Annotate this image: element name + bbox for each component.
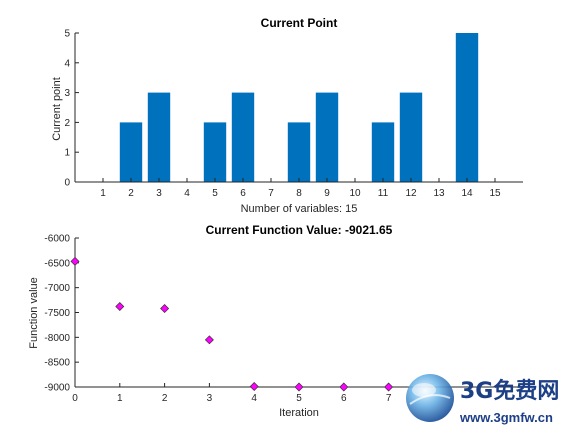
- bar-12: [399, 92, 423, 182]
- bar-8: [287, 122, 311, 182]
- x-tick-label: 2: [162, 393, 168, 404]
- x-tick-label: 1: [100, 188, 106, 199]
- y-tick-label: 3: [64, 88, 70, 99]
- y-tick-label: -6500: [44, 258, 70, 269]
- watermark-title: 3G免费网: [460, 378, 559, 404]
- x-tick-label: 6: [341, 393, 347, 404]
- x-tick-label: 4: [251, 393, 257, 404]
- x-tick-label: 1: [117, 393, 123, 404]
- x-tick-label: 6: [240, 188, 246, 199]
- bar-chart-y-label: Current point: [51, 77, 63, 141]
- y-tick-label: 0: [64, 178, 70, 189]
- x-tick-label: 8: [296, 188, 302, 199]
- x-tick-label: 10: [349, 188, 361, 199]
- watermark-url: www.3gmfw.cn: [459, 410, 553, 425]
- y-tick-label: -8000: [44, 333, 70, 344]
- watermark-logo: 3G免费网 www.3gmfw.cn: [406, 374, 559, 425]
- scatter-chart-function-value: Current Function Value: -9021.65 Iterati…: [28, 223, 523, 419]
- x-tick-label: 15: [489, 188, 501, 199]
- x-tick-label: 0: [72, 393, 78, 404]
- bar-5: [203, 122, 227, 182]
- data-point-iteration-3: [204, 335, 214, 345]
- y-tick-label: 4: [64, 58, 70, 69]
- x-tick-label: 14: [461, 188, 473, 199]
- bar-3: [147, 92, 171, 182]
- scatter-chart-y-label: Function value: [28, 277, 40, 349]
- y-tick-label: 2: [64, 118, 70, 129]
- scatter-chart-x-label: Iteration: [279, 407, 319, 419]
- scatter-chart-y-ticks: -6000 -6500 -7000 -7500 -8000 -8500 -9000: [44, 234, 79, 394]
- bar-chart-y-ticks: 0 1 2 3 4 5: [64, 29, 79, 189]
- bar-6: [231, 92, 255, 182]
- x-tick-label: 12: [405, 188, 417, 199]
- bar-chart-x-ticks: 1 2 3 4 5 6 7 8 9 10 11 12 13 14 15: [100, 178, 501, 199]
- y-tick-label: -7000: [44, 283, 70, 294]
- bar-chart-title: Current Point: [261, 16, 338, 30]
- x-tick-label: 4: [184, 188, 190, 199]
- bar-chart-current-point: Current Point Number of variables: 15 Cu…: [51, 16, 523, 215]
- scatter-chart-points: [70, 256, 394, 392]
- x-tick-label: 13: [433, 188, 445, 199]
- x-tick-label: 7: [386, 393, 392, 404]
- bar-11: [371, 122, 395, 182]
- data-point-iteration-5: [294, 382, 304, 392]
- x-tick-label: 3: [207, 393, 213, 404]
- bar-2: [119, 122, 143, 182]
- bar-chart-bars: [119, 33, 479, 182]
- data-point-iteration-2: [160, 304, 170, 314]
- x-tick-label: 5: [212, 188, 218, 199]
- data-point-iteration-6: [339, 382, 349, 392]
- y-tick-label: 1: [64, 148, 70, 159]
- scatter-chart-title: Current Function Value: -9021.65: [206, 223, 393, 237]
- bar-14: [455, 33, 479, 182]
- bar-9: [315, 92, 339, 182]
- bar-chart-x-label: Number of variables: 15: [241, 203, 358, 215]
- y-tick-label: -8500: [44, 358, 70, 369]
- x-tick-label: 3: [156, 188, 162, 199]
- x-tick-label: 5: [296, 393, 302, 404]
- x-tick-label: 2: [128, 188, 134, 199]
- data-point-iteration-1: [115, 302, 125, 312]
- y-tick-label: -6000: [44, 234, 70, 245]
- x-tick-label: 11: [378, 188, 389, 199]
- y-tick-label: -7500: [44, 308, 70, 319]
- y-tick-label: -9000: [44, 383, 70, 394]
- data-point-iteration-4: [249, 382, 259, 391]
- x-tick-label: 9: [324, 188, 330, 199]
- data-point-iteration-0: [70, 256, 80, 266]
- orb-icon: [406, 374, 454, 422]
- x-tick-label: 7: [268, 188, 274, 199]
- data-point-iteration-7: [384, 382, 394, 392]
- y-tick-label: 5: [64, 29, 70, 40]
